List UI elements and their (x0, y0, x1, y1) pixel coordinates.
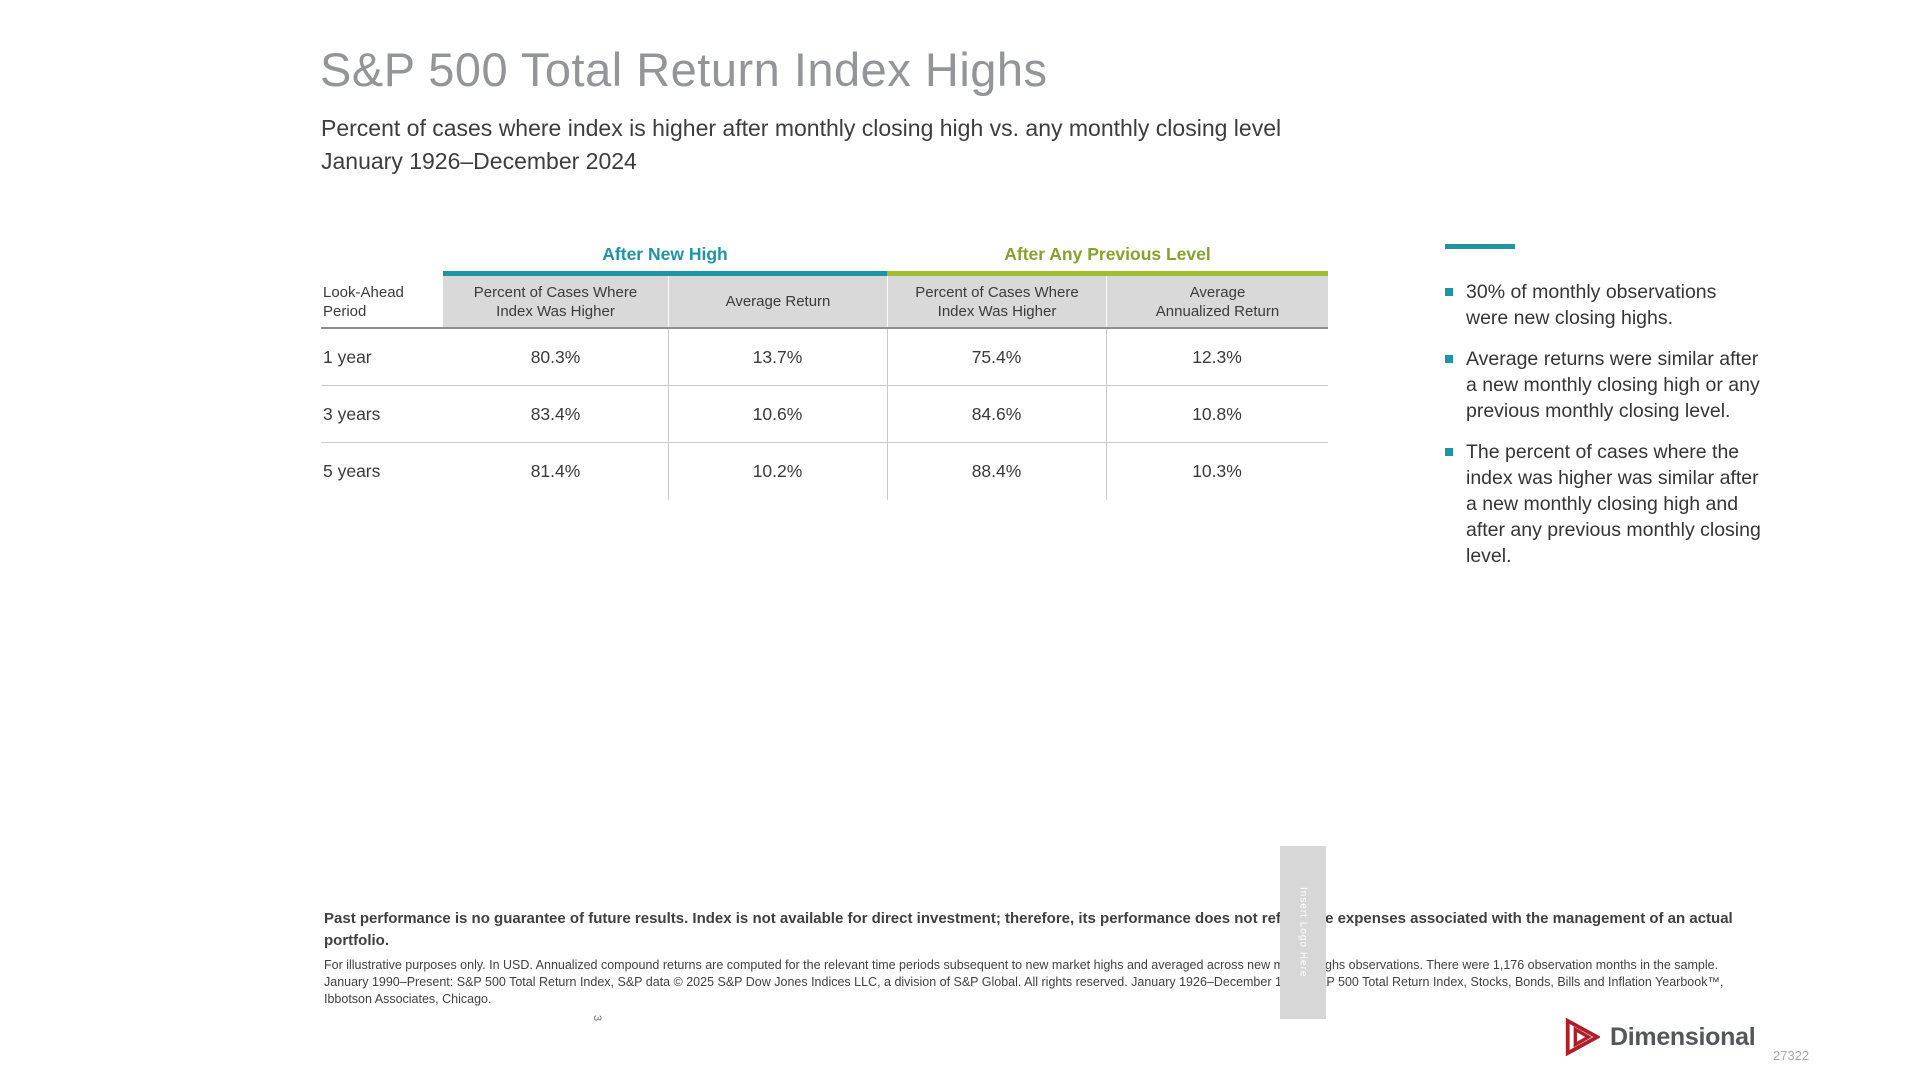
col-header-avg-return: Average Return (668, 276, 887, 327)
group-header-after-any-previous-level: After Any Previous Level (1004, 244, 1211, 264)
page-subtitle: Percent of cases where index is higher a… (321, 112, 1281, 178)
row-value: 10.6% (752, 403, 803, 424)
row-period: 1 year (323, 346, 372, 367)
column-divider (1106, 329, 1107, 500)
key-points-panel: 30% of monthly observations were new clo… (1445, 244, 1763, 584)
returns-table: After New High After Any Previous Level … (321, 244, 1328, 502)
row-value: 88.4% (971, 461, 1022, 481)
fine-print-disclaimer: For illustrative purposes only. In USD. … (324, 958, 1724, 1006)
bullet-square-icon (1445, 288, 1453, 296)
subtitle-line-1: Percent of cases where index is higher a… (321, 115, 1282, 141)
column-divider (887, 329, 888, 500)
bullet-square-icon (1445, 355, 1453, 363)
row-value: 80.3% (530, 346, 581, 367)
row-value: 75.4% (971, 346, 1022, 367)
bullet-text: The percent of cases where the index was… (1466, 441, 1761, 567)
col-header-period: Look-Ahead Period (321, 276, 443, 327)
bullet-square-icon (1445, 448, 1453, 456)
insert-logo-placeholder-label: Insert Logo Here (1297, 887, 1309, 978)
brand-wordmark: Dimensional (1610, 1022, 1756, 1051)
row-value: 10.2% (752, 461, 803, 481)
bullet-text: Average returns were similar after a new… (1466, 348, 1760, 422)
row-value: 13.7% (752, 346, 803, 367)
table-row: 1 year 80.3% 13.7% 75.4% 12.3% (321, 329, 1328, 386)
row-period: 3 years (323, 403, 381, 424)
row-value: 12.3% (1192, 346, 1242, 367)
dimensional-triangle-icon (1565, 1018, 1600, 1056)
slide-number: 27322 (1773, 1048, 1810, 1063)
list-item: The percent of cases where the index was… (1445, 439, 1763, 569)
col-header-pct-higher-new-high: Percent of Cases Where Index Was Higher (443, 276, 668, 327)
row-value: 84.6% (971, 403, 1022, 424)
table-row: 5 years 81.4% 10.2% 88.4% 10.3% (321, 443, 1328, 500)
rotated-page-artifact: 3 (591, 1014, 604, 1022)
table-row: 3 years 83.4% 10.6% 84.6% 10.8% (321, 386, 1328, 443)
row-value: 10.8% (1192, 403, 1242, 424)
insert-logo-placeholder: Insert Logo Here (1280, 846, 1326, 1019)
row-value: 83.4% (530, 403, 581, 424)
dimensional-logo: Dimensional (1562, 1018, 1756, 1056)
table-body: 1 year 80.3% 13.7% 75.4% 12.3% 3 years 8… (321, 329, 1328, 500)
col-header-avg-annualized-return: Average Annualized Return (1106, 276, 1328, 327)
page-title: S&P 500 Total Return Index Highs (320, 43, 1048, 96)
row-period: 5 years (323, 461, 381, 481)
subtitle-line-2: January 1926–December 2024 (321, 148, 637, 174)
bullet-text: 30% of monthly observations were new clo… (1466, 281, 1717, 329)
row-value: 81.4% (530, 461, 581, 481)
table-header-row: Look-Ahead Period Percent of Cases Where… (321, 276, 1328, 327)
teal-accent-bar (443, 271, 887, 276)
col-header-pct-higher-any-level: Percent of Cases Where Index Was Higher (887, 276, 1106, 327)
list-item: 30% of monthly observations were new clo… (1445, 279, 1763, 331)
panel-accent-bar (1445, 244, 1515, 249)
column-divider (668, 329, 669, 500)
header-underline (321, 327, 1328, 329)
row-value: 10.3% (1192, 461, 1242, 481)
green-accent-bar (887, 271, 1328, 276)
bold-disclaimer: Past performance is no guarantee of futu… (324, 910, 1733, 949)
list-item: Average returns were similar after a new… (1445, 346, 1763, 424)
group-header-after-new-high: After New High (602, 244, 728, 264)
